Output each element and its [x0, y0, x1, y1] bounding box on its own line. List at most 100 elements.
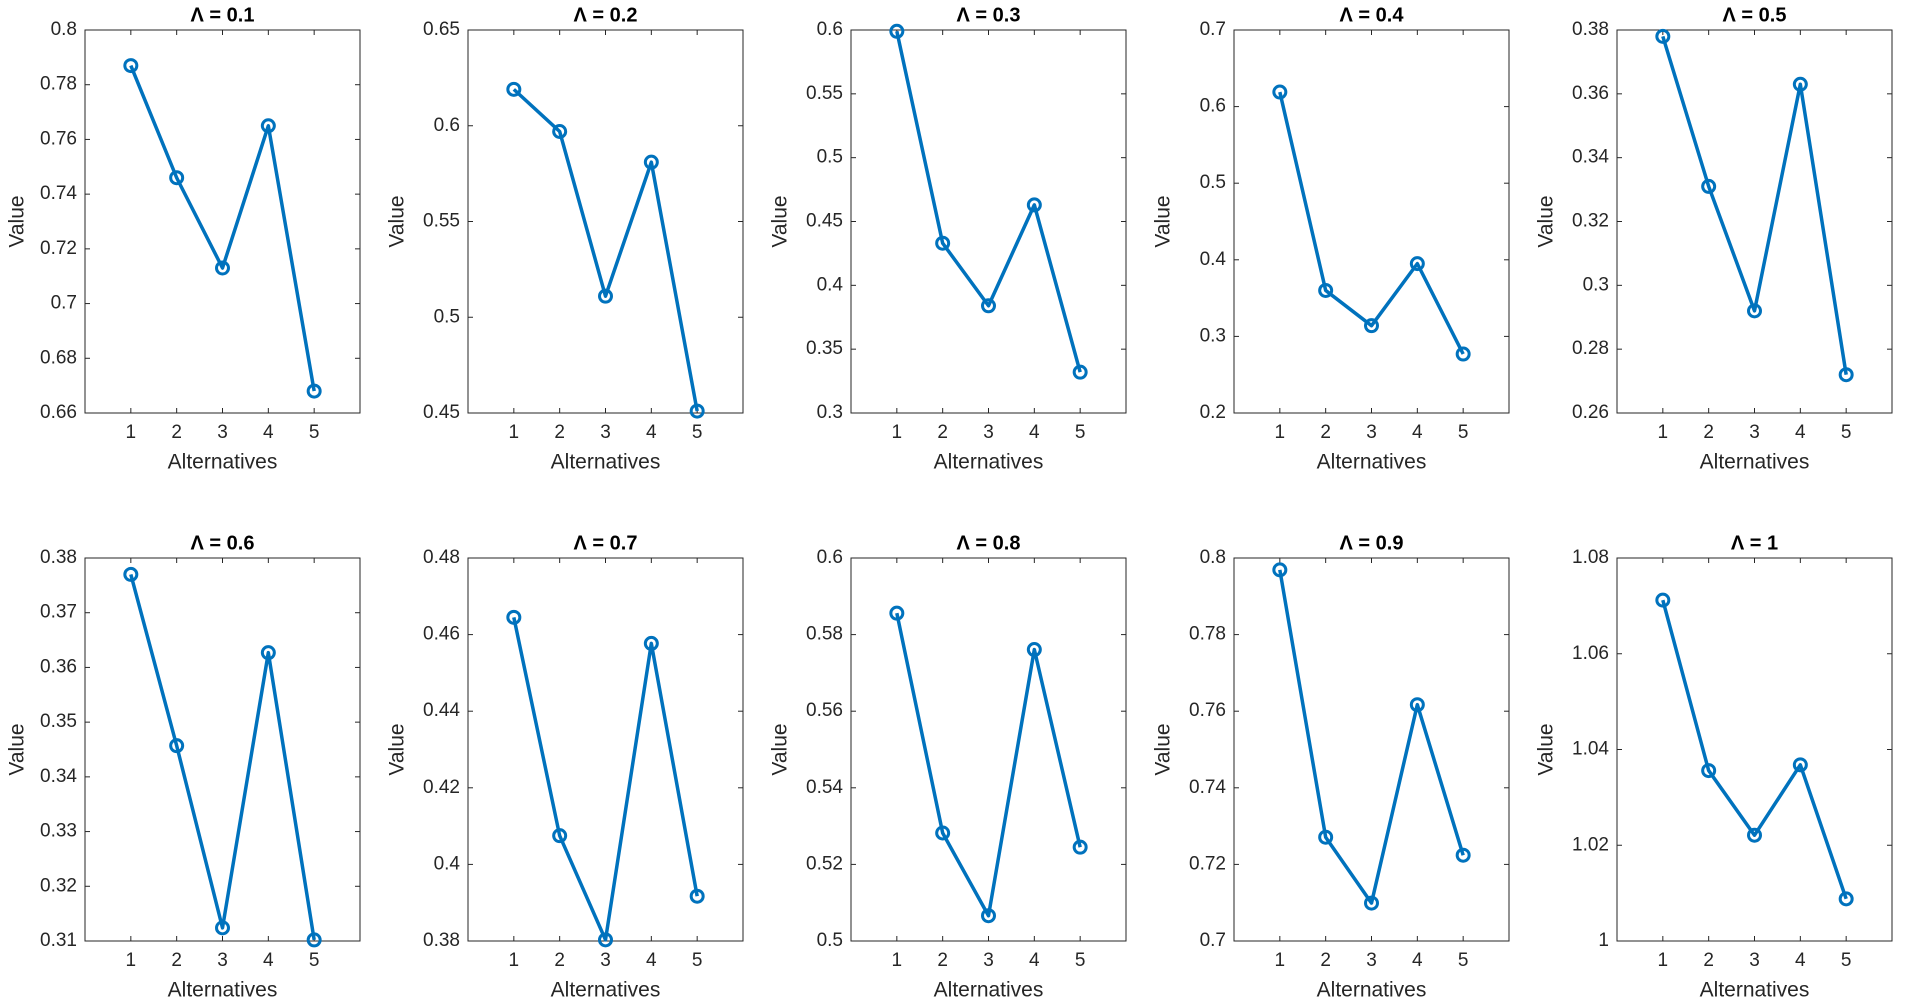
marker: [1655, 592, 1671, 608]
axes-box: [1616, 557, 1893, 942]
marker: [889, 605, 905, 621]
y-tick-label: 0.8: [1200, 547, 1226, 568]
y-tick-label: 0.76: [1189, 700, 1226, 721]
marker: [1701, 763, 1717, 779]
marker: [123, 566, 139, 582]
x-tick-label: 4: [1412, 422, 1423, 443]
x-tick-label: 3: [983, 950, 994, 971]
data-line: [1278, 569, 1465, 905]
marker: [1455, 847, 1471, 863]
chart-title: Λ = 0.3: [957, 4, 1021, 26]
y-axis-label: Value: [386, 723, 409, 775]
y-tick-label: 0.68: [40, 347, 77, 368]
marker: [643, 154, 659, 170]
x-tick-label: 4: [1412, 950, 1423, 971]
marker: [506, 81, 522, 97]
x-tick-label: 2: [1320, 950, 1331, 971]
x-tick-label: 1: [1658, 950, 1669, 971]
x-tick-label: 1: [892, 422, 903, 443]
y-tick-label: 0.3: [1200, 325, 1226, 346]
y-tick-label: 0.44: [423, 700, 460, 721]
marker: [1455, 346, 1471, 362]
x-tick-label: 5: [309, 950, 320, 971]
marker: [306, 383, 322, 399]
marker: [1072, 364, 1088, 380]
subplot: 0.38 0.4 0.42 0.44 0.46 0.48 1 2 3 4 5 Λ = 0.7 Alter…: [386, 532, 744, 1002]
x-tick-label: 1: [126, 422, 137, 443]
marker: [306, 932, 322, 948]
x-tick-label: 4: [646, 422, 657, 443]
y-tick-label: 0.78: [40, 74, 77, 95]
y-tick-label: 0.78: [1189, 624, 1226, 645]
marker: [1272, 84, 1288, 100]
y-axis-label: Value: [6, 195, 29, 247]
y-tick-label: 0.38: [1572, 19, 1609, 40]
marker: [1655, 28, 1671, 44]
y-tick-label: 0.5: [434, 306, 460, 327]
x-tick-label: 5: [1075, 950, 1086, 971]
y-tick-label: 0.26: [1572, 402, 1609, 423]
x-tick-label: 5: [1841, 950, 1852, 971]
x-tick-label: 2: [554, 422, 565, 443]
y-tick-label: 0.38: [423, 930, 460, 951]
y-axis-label: Value: [769, 195, 792, 247]
y-tick-label: 0.34: [1572, 147, 1609, 168]
y-axis-label: Value: [1152, 723, 1175, 775]
axes-box: [84, 557, 361, 942]
x-axis-label: Alternatives: [551, 979, 661, 1002]
y-tick-label: 0.74: [40, 183, 77, 204]
x-tick-label: 1: [126, 950, 137, 971]
x-tick-label: 5: [309, 422, 320, 443]
marker: [215, 260, 230, 276]
y-tick-label: 0.7: [1200, 19, 1226, 40]
marker: [260, 118, 276, 134]
data-line: [129, 573, 316, 941]
x-axis-label: Alternatives: [1317, 451, 1427, 474]
subplot: 0.2 0.3 0.4 0.5 0.6 0.7 1 2 3 4 5 Λ = 0.4 Alternativ…: [1152, 4, 1510, 474]
chart-title: Λ = 0.7: [574, 532, 638, 554]
marker: [260, 645, 276, 661]
marker: [123, 58, 139, 74]
y-tick-label: 0.7: [51, 293, 77, 314]
y-tick-label: 0.4: [817, 274, 844, 295]
x-tick-label: 3: [1366, 422, 1377, 443]
data-line: [512, 88, 699, 412]
marker: [1072, 839, 1088, 855]
marker: [1318, 282, 1334, 298]
x-tick-label: 3: [600, 950, 611, 971]
y-tick-label: 0.32: [40, 875, 77, 896]
y-tick-label: 1: [1598, 930, 1609, 951]
y-tick-label: 0.4: [434, 853, 461, 874]
marker: [643, 635, 659, 651]
x-axis-label: Alternatives: [551, 451, 661, 474]
chart-title: Λ = 0.6: [191, 532, 255, 554]
y-tick-label: 0.36: [1572, 83, 1609, 104]
y-axis-label: Value: [769, 723, 792, 775]
marker: [689, 403, 705, 419]
y-tick-label: 0.72: [1189, 853, 1226, 874]
y-tick-label: 0.3: [817, 402, 843, 423]
x-tick-label: 5: [692, 422, 703, 443]
x-tick-label: 5: [1458, 422, 1469, 443]
y-tick-label: 0.55: [806, 83, 843, 104]
marker: [889, 23, 905, 39]
y-tick-label: 0.76: [40, 128, 77, 149]
y-tick-label: 0.66: [40, 402, 77, 423]
axes-box: [850, 29, 1127, 414]
x-tick-label: 3: [217, 422, 228, 443]
chart-title: Λ = 0.8: [957, 532, 1021, 554]
data-line: [129, 64, 316, 392]
x-tick-label: 4: [1795, 950, 1806, 971]
marker: [1409, 256, 1425, 272]
marker: [1747, 827, 1762, 843]
x-axis-label: Alternatives: [934, 979, 1044, 1002]
y-tick-label: 0.37: [40, 602, 77, 623]
marker: [689, 888, 705, 904]
x-tick-label: 1: [1275, 950, 1286, 971]
x-tick-label: 3: [1366, 950, 1377, 971]
y-tick-label: 0.5: [817, 147, 843, 168]
y-tick-label: 0.58: [806, 624, 843, 645]
y-tick-label: 0.28: [1572, 338, 1609, 359]
y-axis-label: Value: [386, 195, 409, 247]
